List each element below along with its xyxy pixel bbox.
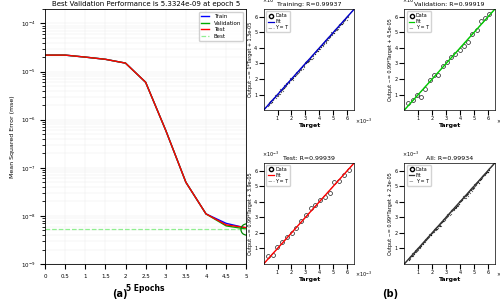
Train: [244, 226, 250, 230]
X-axis label: Target: Target: [438, 123, 460, 128]
Legend: Train, Validation, Test, Best: Train, Validation, Test, Best: [199, 12, 244, 41]
Text: $\times10^{-3}$: $\times10^{-3}$: [496, 270, 500, 279]
X-axis label: Target: Target: [438, 277, 460, 282]
Text: $\times10^{-3}$: $\times10^{-3}$: [355, 270, 372, 279]
Validation: [82, 55, 88, 59]
Validation: [122, 61, 128, 65]
Y-axis label: Output ~= 0.99*Target + 3.9e-05: Output ~= 0.99*Target + 3.9e-05: [248, 172, 253, 255]
Validation: [183, 181, 189, 184]
Title: All: R=0.99934: All: R=0.99934: [426, 156, 473, 161]
Test: [142, 80, 148, 84]
Validation: [62, 53, 68, 57]
Train: [203, 212, 209, 216]
Title: Validation: R=0.99919: Validation: R=0.99919: [414, 2, 485, 7]
Title: Best Validation Performance is 5.3324e-09 at epoch 5: Best Validation Performance is 5.3324e-0…: [52, 1, 240, 7]
Text: $\times10^{-3}$: $\times10^{-3}$: [262, 0, 279, 5]
Best: [42, 227, 48, 231]
Test: [102, 58, 108, 61]
Line: Train: Train: [45, 55, 246, 228]
Legend: Data, Fit, Y = T: Data, Fit, Y = T: [266, 165, 290, 186]
Legend: Data, Fit, Y = T: Data, Fit, Y = T: [266, 11, 290, 32]
Text: $\times10^{-3}$: $\times10^{-3}$: [402, 0, 419, 5]
Legend: Data, Fit, Y = T: Data, Fit, Y = T: [406, 165, 431, 186]
Test: [62, 53, 68, 57]
Test: [42, 53, 48, 57]
Y-axis label: Output ~= 1*Target + 1.3e-05: Output ~= 1*Target + 1.3e-05: [248, 22, 253, 97]
Test: [183, 181, 189, 184]
Line: Validation: Validation: [45, 55, 246, 229]
Validation: [163, 129, 169, 132]
Y-axis label: Output ~= 0.99*Target + 4.5e-05: Output ~= 0.99*Target + 4.5e-05: [388, 18, 394, 101]
Validation: [203, 212, 209, 216]
Train: [82, 55, 88, 59]
Train: [122, 61, 128, 65]
Train: [62, 53, 68, 57]
Y-axis label: Mean Squared Error (mse): Mean Squared Error (mse): [10, 95, 15, 178]
X-axis label: Target: Target: [298, 123, 320, 128]
Title: Training: R=0.99937: Training: R=0.99937: [276, 2, 341, 7]
Test: [163, 129, 169, 132]
Train: [102, 58, 108, 61]
Test: [122, 61, 128, 65]
Validation: [102, 58, 108, 61]
Test: [82, 55, 88, 59]
Title: Test: R=0.99939: Test: R=0.99939: [283, 156, 335, 161]
Validation: [223, 224, 229, 228]
X-axis label: 5 Epochs: 5 Epochs: [126, 284, 165, 293]
Train: [183, 181, 189, 184]
Text: $\times10^{-3}$: $\times10^{-3}$: [355, 116, 372, 126]
Text: (a): (a): [112, 289, 128, 299]
Y-axis label: Output ~= 0.99*Target + 2.3e-05: Output ~= 0.99*Target + 2.3e-05: [388, 172, 394, 255]
Validation: [244, 227, 250, 231]
Train: [142, 80, 148, 84]
Train: [163, 129, 169, 132]
Test: [244, 226, 250, 230]
Text: (b): (b): [382, 289, 398, 299]
Line: Test: Test: [45, 55, 246, 228]
Text: $\times10^{-3}$: $\times10^{-3}$: [496, 116, 500, 126]
Text: $\times10^{-3}$: $\times10^{-3}$: [262, 149, 279, 159]
Legend: Data, Fit, Y = T: Data, Fit, Y = T: [406, 11, 431, 32]
Text: $\times10^{-3}$: $\times10^{-3}$: [402, 149, 419, 159]
Train: [223, 221, 229, 225]
Test: [223, 223, 229, 227]
X-axis label: Target: Target: [298, 277, 320, 282]
Best: [82, 227, 88, 231]
Validation: [42, 53, 48, 57]
Test: [203, 212, 209, 216]
Validation: [142, 80, 148, 84]
Train: [42, 53, 48, 57]
